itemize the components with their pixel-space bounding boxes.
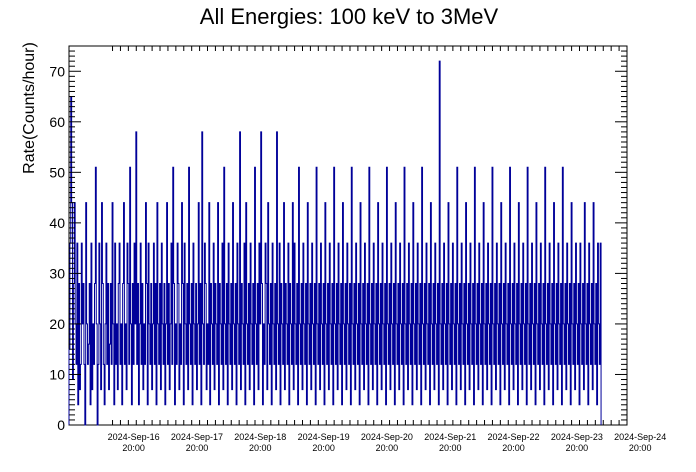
chart-title: All Energies: 100 keV to 3MeV <box>200 4 499 29</box>
y-tick-label: 60 <box>49 114 65 130</box>
y-tick-label: 40 <box>49 215 65 231</box>
x-tick-label-date: 2024-Sep-23 <box>551 432 603 442</box>
y-axis-label: Rate(Counts/hour) <box>21 42 38 174</box>
x-tick-label-time: 20:00 <box>249 443 272 453</box>
y-tick-label: 10 <box>49 366 65 382</box>
y-tick-label: 50 <box>49 164 65 180</box>
y-tick-label: 0 <box>57 417 65 433</box>
x-tick-label-time: 20:00 <box>376 443 399 453</box>
plot-frame <box>68 45 628 426</box>
x-tick-label-time: 20:00 <box>502 443 525 453</box>
x-tick-label-date: 2024-Sep-17 <box>171 432 223 442</box>
x-tick-label-date: 2024-Sep-24 <box>614 432 666 442</box>
y-tick-label: 70 <box>49 63 65 79</box>
plot-border <box>68 45 628 426</box>
x-tick-label-time: 20:00 <box>566 443 589 453</box>
x-tick-label-date: 2024-Sep-16 <box>108 432 160 442</box>
x-tick-label-time: 20:00 <box>439 443 462 453</box>
histogram-line-series-0 <box>68 60 602 426</box>
histogram-series <box>68 60 602 426</box>
x-tick-label-time: 20:00 <box>312 443 335 453</box>
x-tick-label-date: 2024-Sep-18 <box>234 432 286 442</box>
x-tick-label-time: 20:00 <box>122 443 145 453</box>
y-tick-label: 20 <box>49 316 65 332</box>
x-tick-label-date: 2024-Sep-19 <box>298 432 350 442</box>
x-tick-label-time: 20:00 <box>629 443 652 453</box>
x-axis-ticks: 2024-Sep-1620:002024-Sep-1720:002024-Sep… <box>108 46 666 453</box>
x-tick-label-time: 20:00 <box>186 443 209 453</box>
y-tick-label: 30 <box>49 265 65 281</box>
x-tick-label-date: 2024-Sep-20 <box>361 432 413 442</box>
x-tick-label-date: 2024-Sep-21 <box>424 432 476 442</box>
x-tick-label-date: 2024-Sep-22 <box>488 432 540 442</box>
y-axis-ticks: 0 10 20 30 40 50 60 70 <box>49 45 627 433</box>
